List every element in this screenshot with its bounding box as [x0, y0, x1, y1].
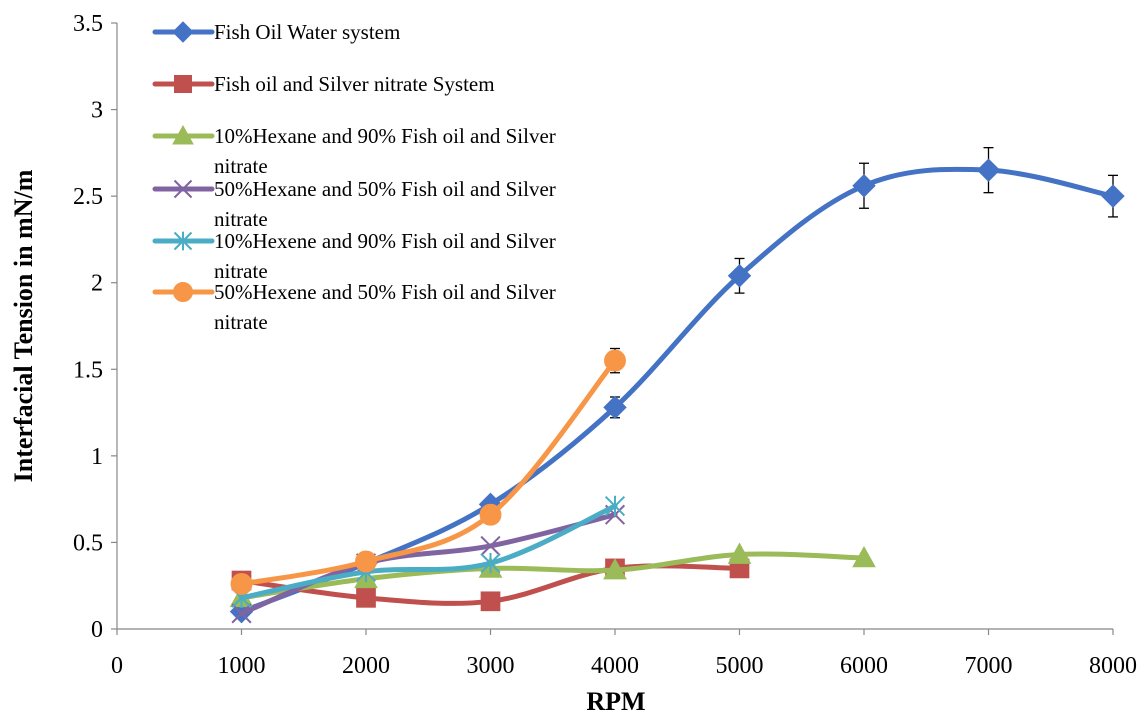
legend-label: nitrate: [214, 207, 268, 231]
data-point: [479, 503, 502, 526]
legend-item: Fish Oil Water system: [152, 20, 400, 44]
x-tick-label: 8000: [1089, 653, 1137, 679]
legend-label: nitrate: [214, 310, 268, 334]
x-tick-label: 4000: [591, 653, 639, 679]
series-line: [239, 551, 867, 601]
y-tick-label: 1: [91, 444, 103, 470]
series-layer: [229, 147, 1125, 624]
data-point: [356, 587, 376, 608]
legend-label: Fish oil and Silver nitrate System: [214, 72, 495, 96]
y-tick-label: 0.5: [73, 530, 103, 556]
legend-label: 50%Hexene and 50% Fish oil and Silver: [214, 280, 556, 304]
data-point: [603, 395, 627, 420]
series-group: [230, 347, 626, 595]
data-point: [852, 174, 876, 198]
x-axis-title: RPM: [586, 687, 645, 715]
data-point: [603, 558, 627, 580]
data-point: [852, 545, 876, 568]
legend-label: 10%Hexene and 90% Fish oil and Silver: [214, 229, 556, 253]
y-tick-label: 3: [91, 98, 103, 124]
legend-item: Fish oil and Silver nitrate System: [152, 72, 495, 96]
axes: 0 1000 2000 3000 4000 5000 6000 7000 8000 0 0.5 1 1.…: [73, 11, 1137, 679]
x-tick-label: 1000: [218, 653, 266, 679]
data-point: [727, 264, 752, 288]
y-tick-label: 1.5: [73, 357, 103, 383]
series-line: [239, 512, 618, 616]
data-point: [480, 591, 501, 612]
x-tick-label: 7000: [965, 653, 1013, 679]
data-point: [230, 573, 253, 595]
legend-label: 10%Hexane and 90% Fish oil and Silver: [214, 124, 556, 148]
legend-label: 50%Hexane and 50% Fish oil and Silver: [214, 177, 556, 201]
x-tick-label: 5000: [716, 653, 764, 679]
data-point: [231, 603, 252, 624]
legend: Fish Oil Water system Fish oil and Silver…: [152, 20, 556, 334]
series-line: [239, 503, 618, 601]
data-point: [355, 550, 377, 573]
data-point: [480, 552, 501, 574]
legend-item: 50%Hexene and 50% Fish oil and Silver nit…: [152, 280, 556, 334]
y-tick-label: 2: [91, 271, 103, 297]
data-point: [727, 542, 752, 564]
data-point: [480, 535, 501, 556]
legend-item: 10%Hexene and 90% Fish oil and Silver nit…: [152, 229, 556, 283]
data-point: [1101, 184, 1125, 208]
legend-item: 10%Hexane and 90% Fish oil and Silver nit…: [152, 124, 556, 178]
series-line: [239, 358, 618, 587]
y-tick-label: 3.5: [73, 11, 103, 37]
legend-swatch-marker: [172, 21, 194, 43]
legend-swatch-marker: [173, 231, 193, 251]
x-tick-label: 3000: [467, 653, 515, 679]
legend-swatch-marker: [173, 282, 193, 302]
legend-label: nitrate: [214, 154, 268, 178]
y-tick-label: 2.5: [73, 184, 103, 210]
y-axis-title: Interfacial Tension in mN/m: [9, 169, 38, 482]
x-tick-label: 6000: [840, 653, 888, 679]
legend-swatch-marker: [173, 179, 193, 199]
y-tick-label: 0: [91, 617, 103, 643]
data-point: [604, 349, 626, 372]
data-point: [604, 495, 626, 517]
legend-swatch-marker: [174, 75, 192, 93]
legend-swatch-marker: [172, 124, 194, 145]
legend-label: Fish Oil Water system: [214, 20, 400, 44]
legend-item: 50%Hexane and 50% Fish oil and Silver nit…: [152, 177, 556, 231]
data-point: [976, 158, 1001, 182]
x-tick-label: 0: [111, 653, 123, 679]
legend-label: nitrate: [214, 259, 268, 283]
x-tick-label: 2000: [342, 653, 390, 679]
